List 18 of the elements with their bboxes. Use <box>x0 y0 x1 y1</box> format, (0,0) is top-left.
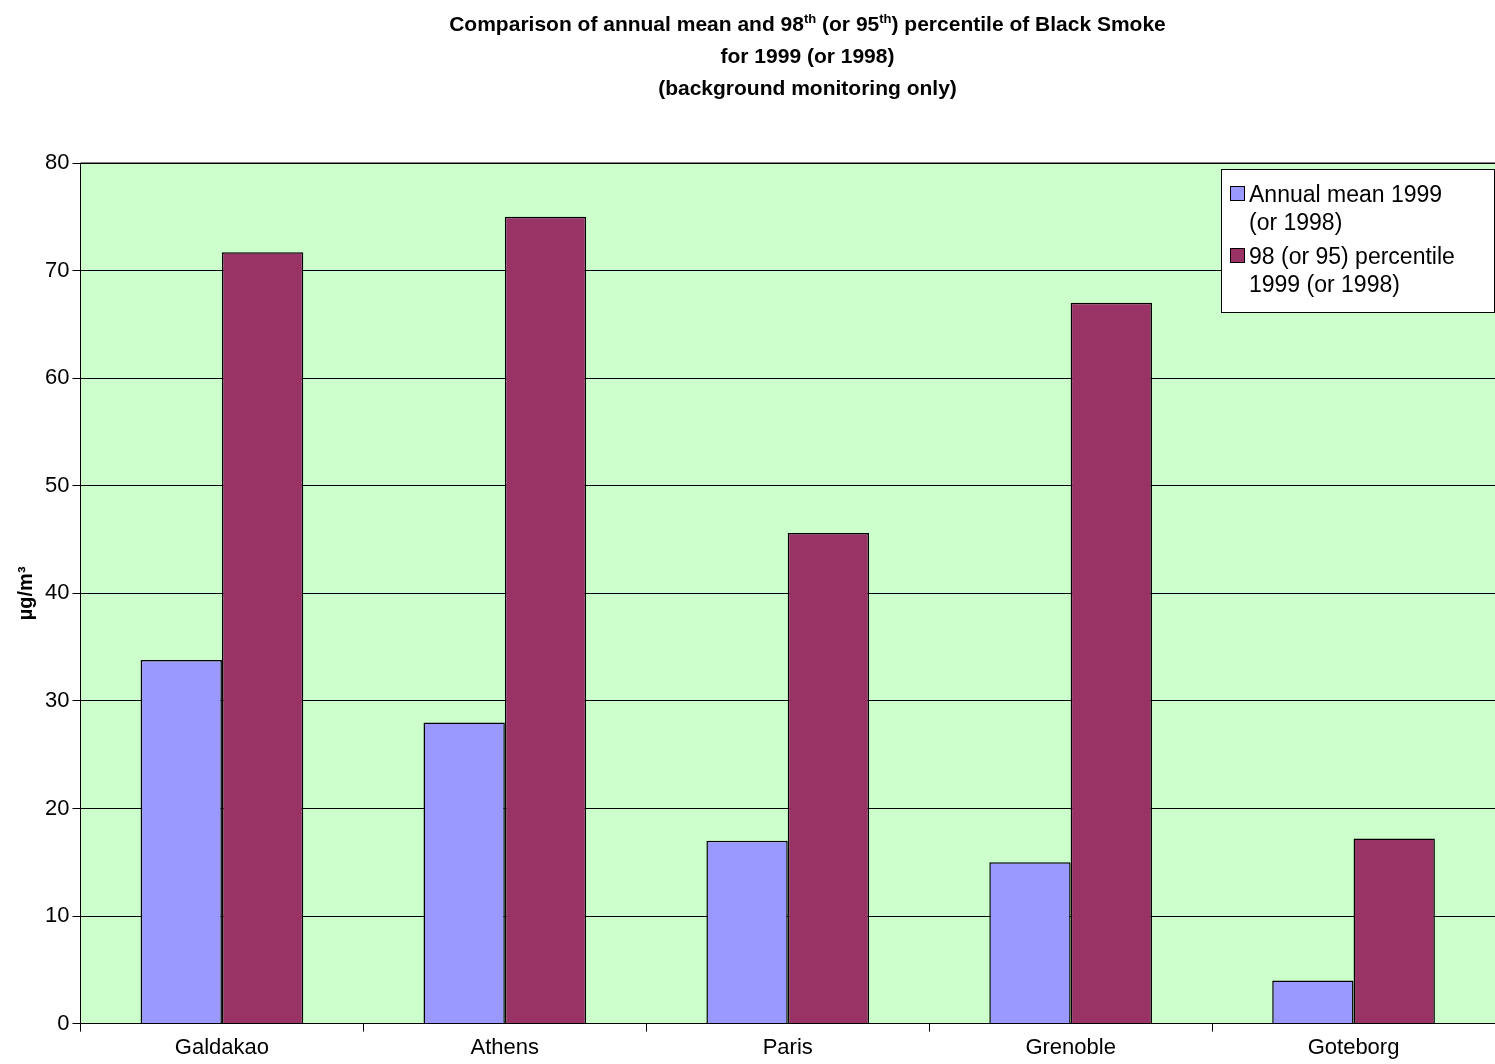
y-tick-label: 30 <box>44 686 70 712</box>
y-axis-title: µg/m³ <box>13 566 36 621</box>
x-tick-label: Grenoble <box>1025 1033 1116 1059</box>
y-tick-label: 70 <box>44 256 70 282</box>
x-tick-label: Galdakao <box>174 1033 270 1059</box>
x-tick-label: Paris <box>762 1033 813 1059</box>
y-tick-label: 0 <box>57 1009 70 1035</box>
y-tick-label: 10 <box>44 902 70 928</box>
legend-label: 98 (or 95) percentile 1999 (or 1998) <box>1249 242 1456 298</box>
chart-title: Comparison of annual mean and 98$^{th}$ (or 95$^{th}$) percentile of Black Smoke for 1999 (or 1998) (background monitoring only) <box>448 10 1167 101</box>
x-tick-label: Athens <box>470 1033 540 1059</box>
y-tick-label: 20 <box>44 794 70 820</box>
y-tick-label: 80 <box>44 149 70 175</box>
y-tick-label: 60 <box>44 364 70 390</box>
legend-label: Annual mean 1999 (or 1998) <box>1249 180 1444 236</box>
y-tick-label: 50 <box>44 471 70 497</box>
y-tick-label: 40 <box>44 579 70 605</box>
x-tick-label: Goteborg <box>1307 1033 1400 1059</box>
